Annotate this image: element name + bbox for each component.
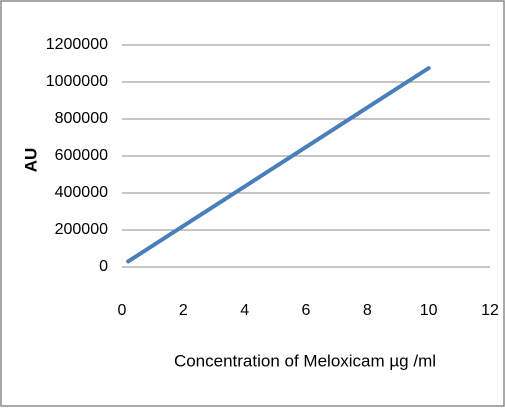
x-tick-label: 8: [363, 302, 372, 319]
y-tick-label: 600000: [55, 147, 108, 164]
x-tick-label: 12: [481, 302, 499, 319]
y-tick-label: 400000: [55, 184, 108, 201]
x-tick-label: 10: [420, 302, 438, 319]
y-tick-label: 0: [99, 258, 108, 275]
x-tick-label: 6: [302, 302, 311, 319]
data-line: [126, 66, 431, 264]
x-axis-label: Concentration of Meloxicam µg /ml: [174, 351, 436, 370]
y-tick-label: 800000: [55, 110, 108, 127]
x-tick-label: 2: [179, 302, 188, 319]
x-tick-label: 0: [118, 302, 127, 319]
y-axis-label: AU: [21, 148, 40, 173]
x-tick-label: 4: [240, 302, 249, 319]
y-tick-label: 200000: [55, 221, 108, 238]
y-tick-label: 1000000: [46, 73, 108, 90]
y-tick-label: 1200000: [46, 36, 108, 53]
